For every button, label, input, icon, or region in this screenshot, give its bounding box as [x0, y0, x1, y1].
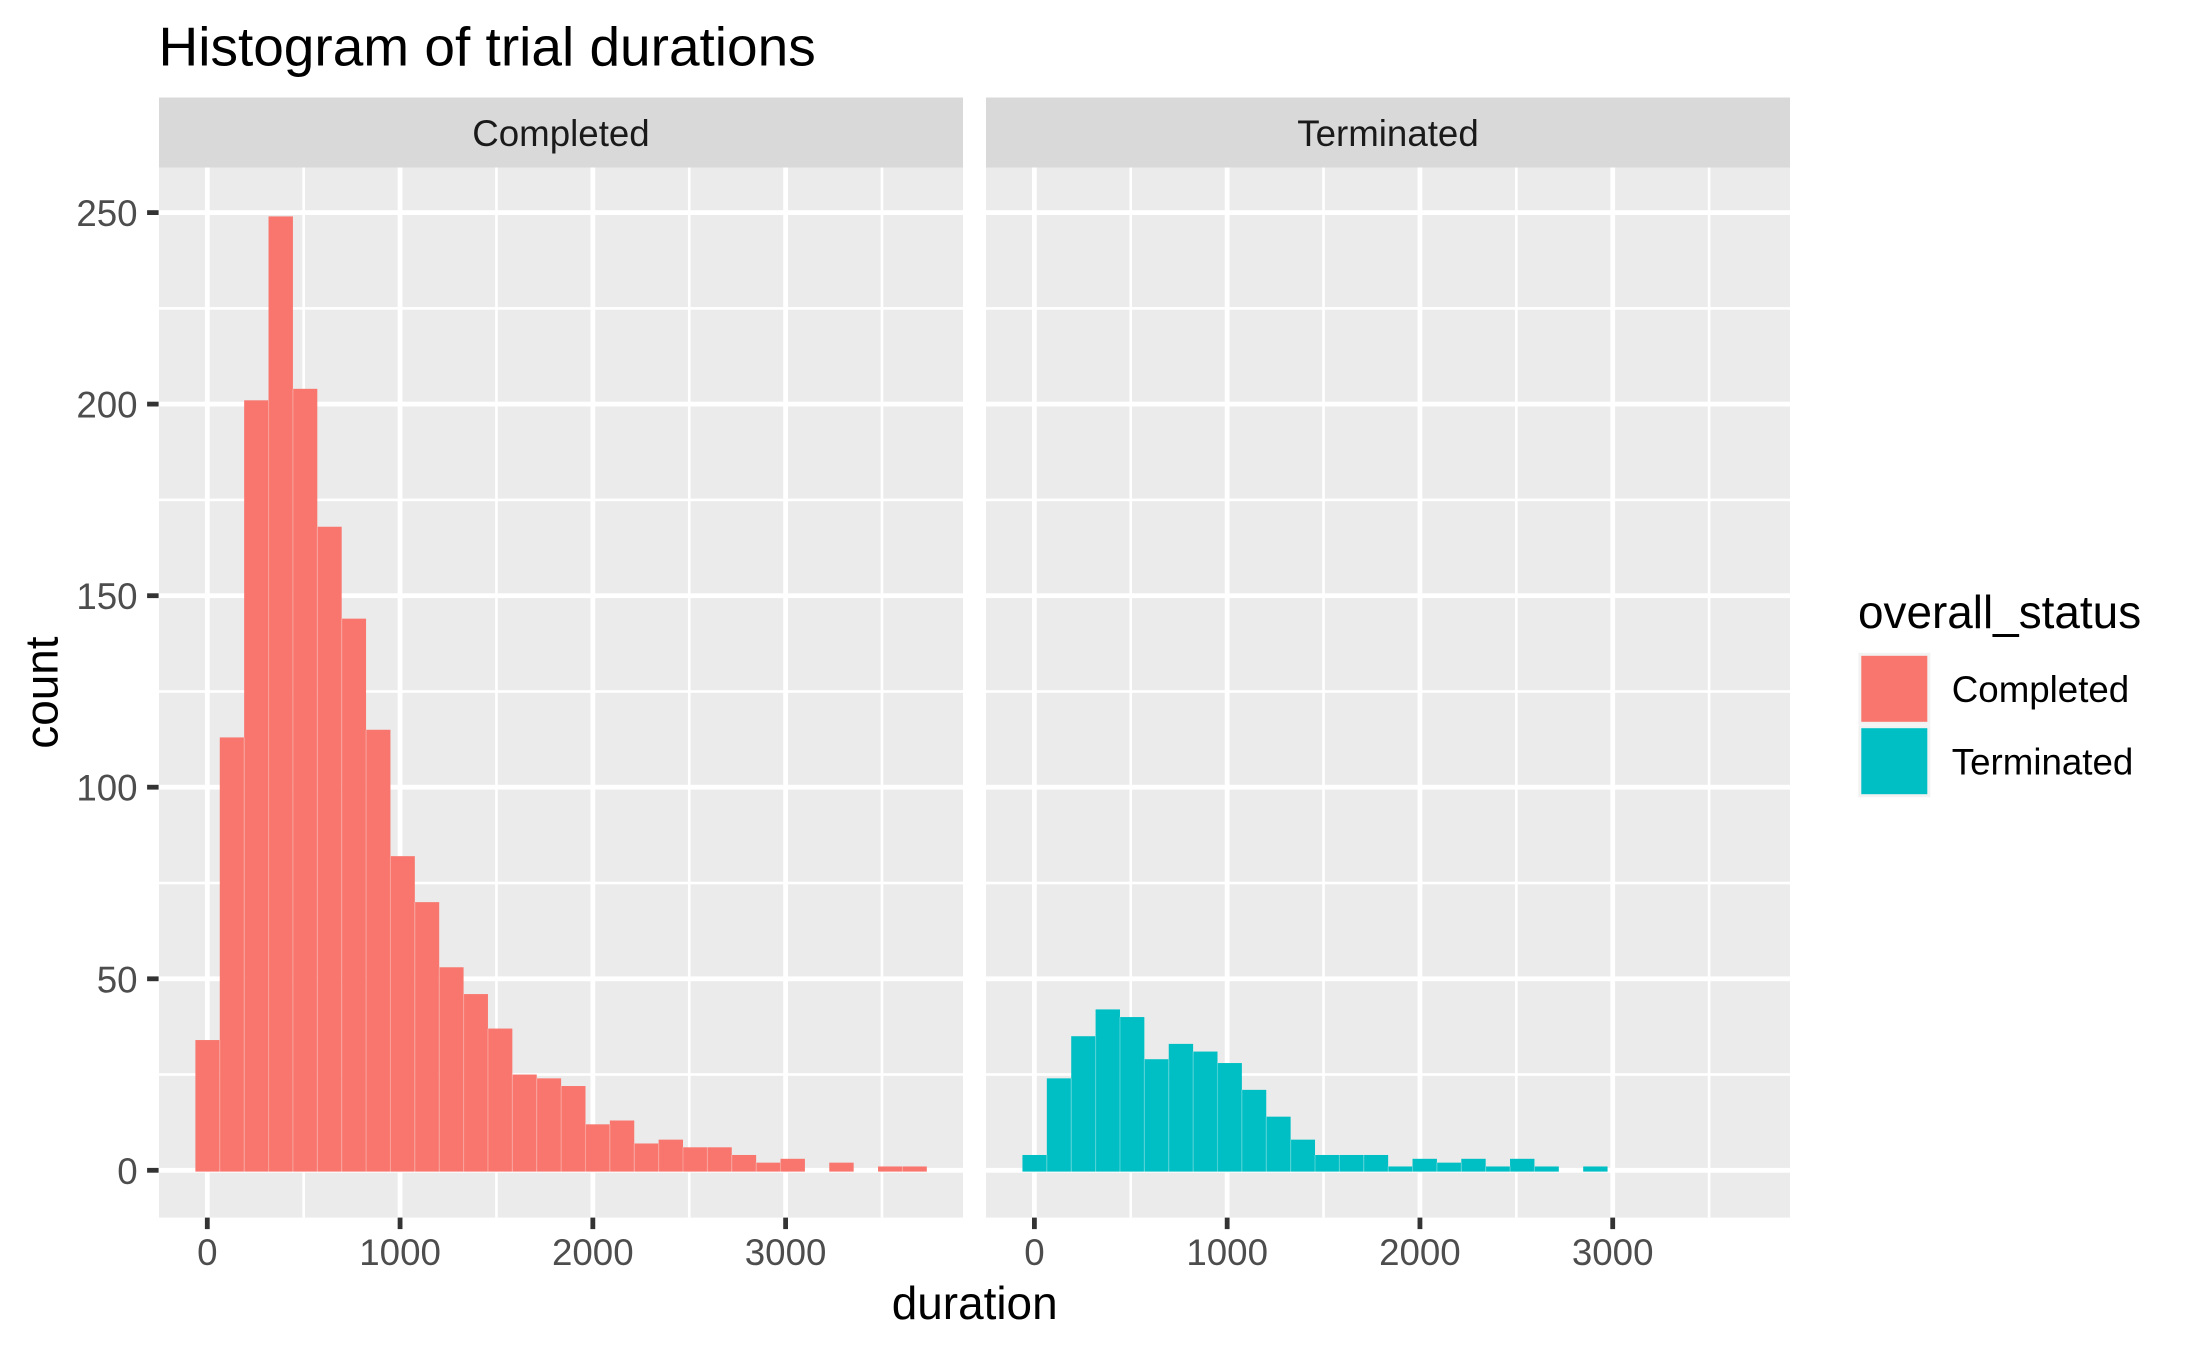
svg-text:0: 0 [197, 1232, 217, 1273]
svg-text:150: 150 [76, 576, 137, 617]
svg-text:250: 250 [76, 193, 137, 234]
svg-text:count: count [16, 636, 68, 749]
svg-text:2000: 2000 [552, 1232, 634, 1273]
svg-text:3000: 3000 [745, 1232, 827, 1273]
svg-text:duration: duration [892, 1277, 1058, 1329]
svg-text:Completed: Completed [1952, 669, 2129, 710]
svg-text:1000: 1000 [359, 1232, 441, 1273]
svg-text:Completed: Completed [472, 113, 649, 154]
svg-text:Terminated: Terminated [1952, 741, 2133, 782]
svg-text:1000: 1000 [1186, 1232, 1268, 1273]
svg-text:Terminated: Terminated [1297, 113, 1478, 154]
svg-text:2000: 2000 [1379, 1232, 1461, 1273]
svg-text:Histogram of trial durations: Histogram of trial durations [159, 16, 816, 78]
svg-text:100: 100 [76, 768, 137, 809]
svg-text:3000: 3000 [1572, 1232, 1654, 1273]
svg-text:0: 0 [1024, 1232, 1044, 1273]
svg-text:200: 200 [76, 385, 137, 426]
svg-text:0: 0 [117, 1151, 137, 1192]
svg-text:overall_status: overall_status [1858, 586, 2141, 638]
svg-text:50: 50 [97, 959, 138, 1000]
